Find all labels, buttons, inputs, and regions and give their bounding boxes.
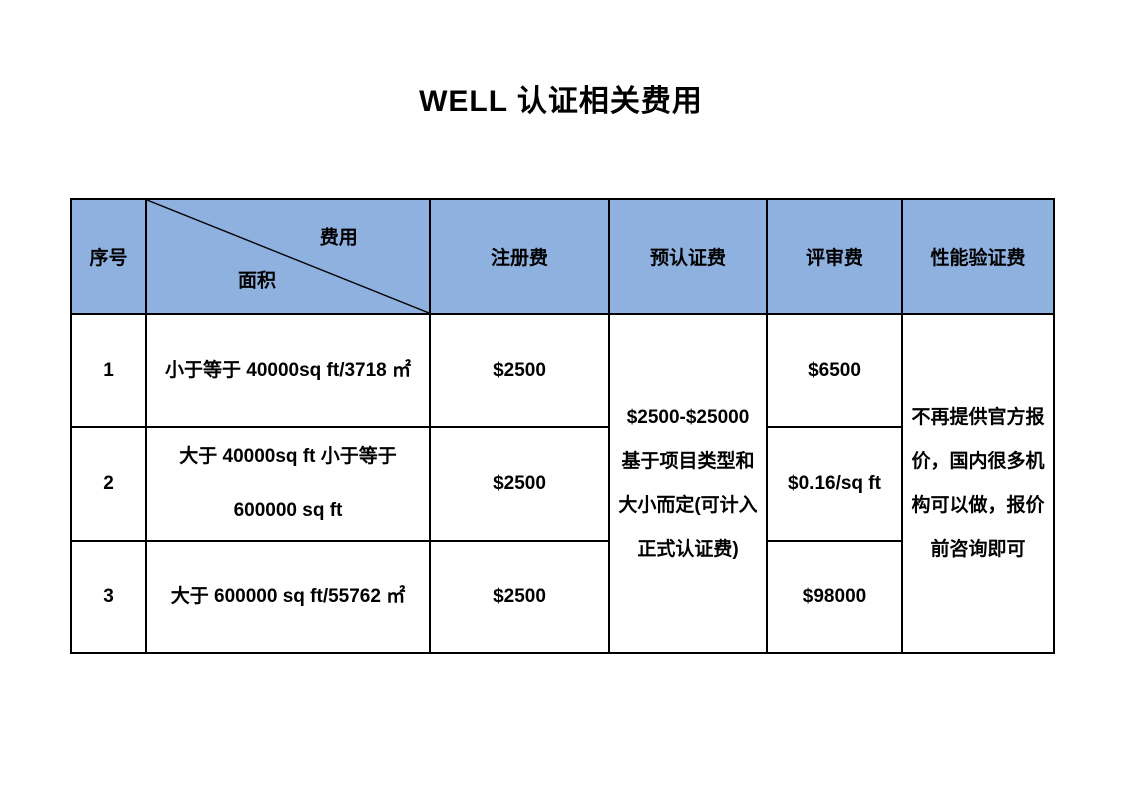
cell-row3-area-text: 大于 600000 sq ft/55762 ㎡ xyxy=(170,586,406,607)
cell-row1-review: $6500 xyxy=(766,313,903,428)
cell-row2-registration: $2500 xyxy=(429,426,610,542)
header-cell-registration: 注册费 xyxy=(429,198,610,315)
diagonal-label-fee: 费用 xyxy=(319,227,358,249)
performance-line-2: 价，国内很多机 xyxy=(911,450,1045,472)
header-cell-performance: 性能验证费 xyxy=(901,198,1055,315)
cell-row1-area: 小于等于 40000sq ft/3718 ㎡ xyxy=(145,313,431,428)
cell-performance-merged: 不再提供官方报 价，国内很多机 构可以做，报价 前咨询即可 xyxy=(901,313,1055,654)
precert-line-4: 正式认证费) xyxy=(637,538,739,560)
header-cell-precert: 预认证费 xyxy=(608,198,768,315)
cell-row2-review: $0.16/sq ft xyxy=(766,426,903,542)
diagonal-line xyxy=(148,201,428,312)
header-cell-diagonal: 费用 面积 xyxy=(145,198,431,315)
cell-row1-registration: $2500 xyxy=(429,313,610,428)
table-row: 2 大于 40000sq ft 小于等于 600000 sq ft $2500 … xyxy=(70,426,1054,542)
diagonal-label-area: 面积 xyxy=(237,270,276,292)
cell-row3-registration: $2500 xyxy=(429,540,610,654)
precert-line-2: 基于项目类型和 xyxy=(621,450,755,472)
cell-row3-review: $98000 xyxy=(766,540,903,654)
cell-row3-index: 3 xyxy=(70,540,147,654)
cell-precert-merged: $2500-$25000 基于项目类型和 大小而定(可计入 正式认证费) xyxy=(608,313,768,654)
performance-line-1: 不再提供官方报 xyxy=(911,406,1045,428)
diagonal-cell-content: 费用 面积 xyxy=(148,201,428,312)
precert-line-1: $2500-$25000 xyxy=(626,406,750,428)
precert-line-3: 大小而定(可计入 xyxy=(618,494,758,516)
cell-row2-index: 2 xyxy=(70,426,147,542)
table-row: 3 大于 600000 sq ft/55762 ㎡ $2500 $98000 xyxy=(70,540,1054,654)
cell-row1-area-text: 小于等于 40000sq ft/3718 ㎡ xyxy=(164,359,412,381)
header-cell-review: 评审费 xyxy=(766,198,903,315)
cell-row2-area: 大于 40000sq ft 小于等于 600000 sq ft xyxy=(145,426,431,542)
page-title: WELL 认证相关费用 xyxy=(419,85,703,118)
cell-row1-index: 1 xyxy=(70,313,147,428)
cell-row3-area: 大于 600000 sq ft/55762 ㎡ xyxy=(145,540,431,654)
performance-line-4: 前咨询即可 xyxy=(930,538,1026,560)
cell-row2-area-line2: 600000 sq ft xyxy=(233,500,343,521)
table-header-row: 序号 费用 面积 注册费 预认证费 评审费 性能验证费 xyxy=(70,198,1055,315)
table-row: 1 小于等于 40000sq ft/3718 ㎡ $2500 $2500-$25… xyxy=(70,313,1055,654)
cell-row2-area-line1: 大于 40000sq ft 小于等于 xyxy=(179,446,397,467)
header-cell-index: 序号 xyxy=(70,198,147,315)
fees-table: 序号 费用 面积 注册费 预认证费 评审费 性能验证费 xyxy=(70,198,1055,654)
performance-line-3: 构可以做，报价 xyxy=(911,494,1045,516)
